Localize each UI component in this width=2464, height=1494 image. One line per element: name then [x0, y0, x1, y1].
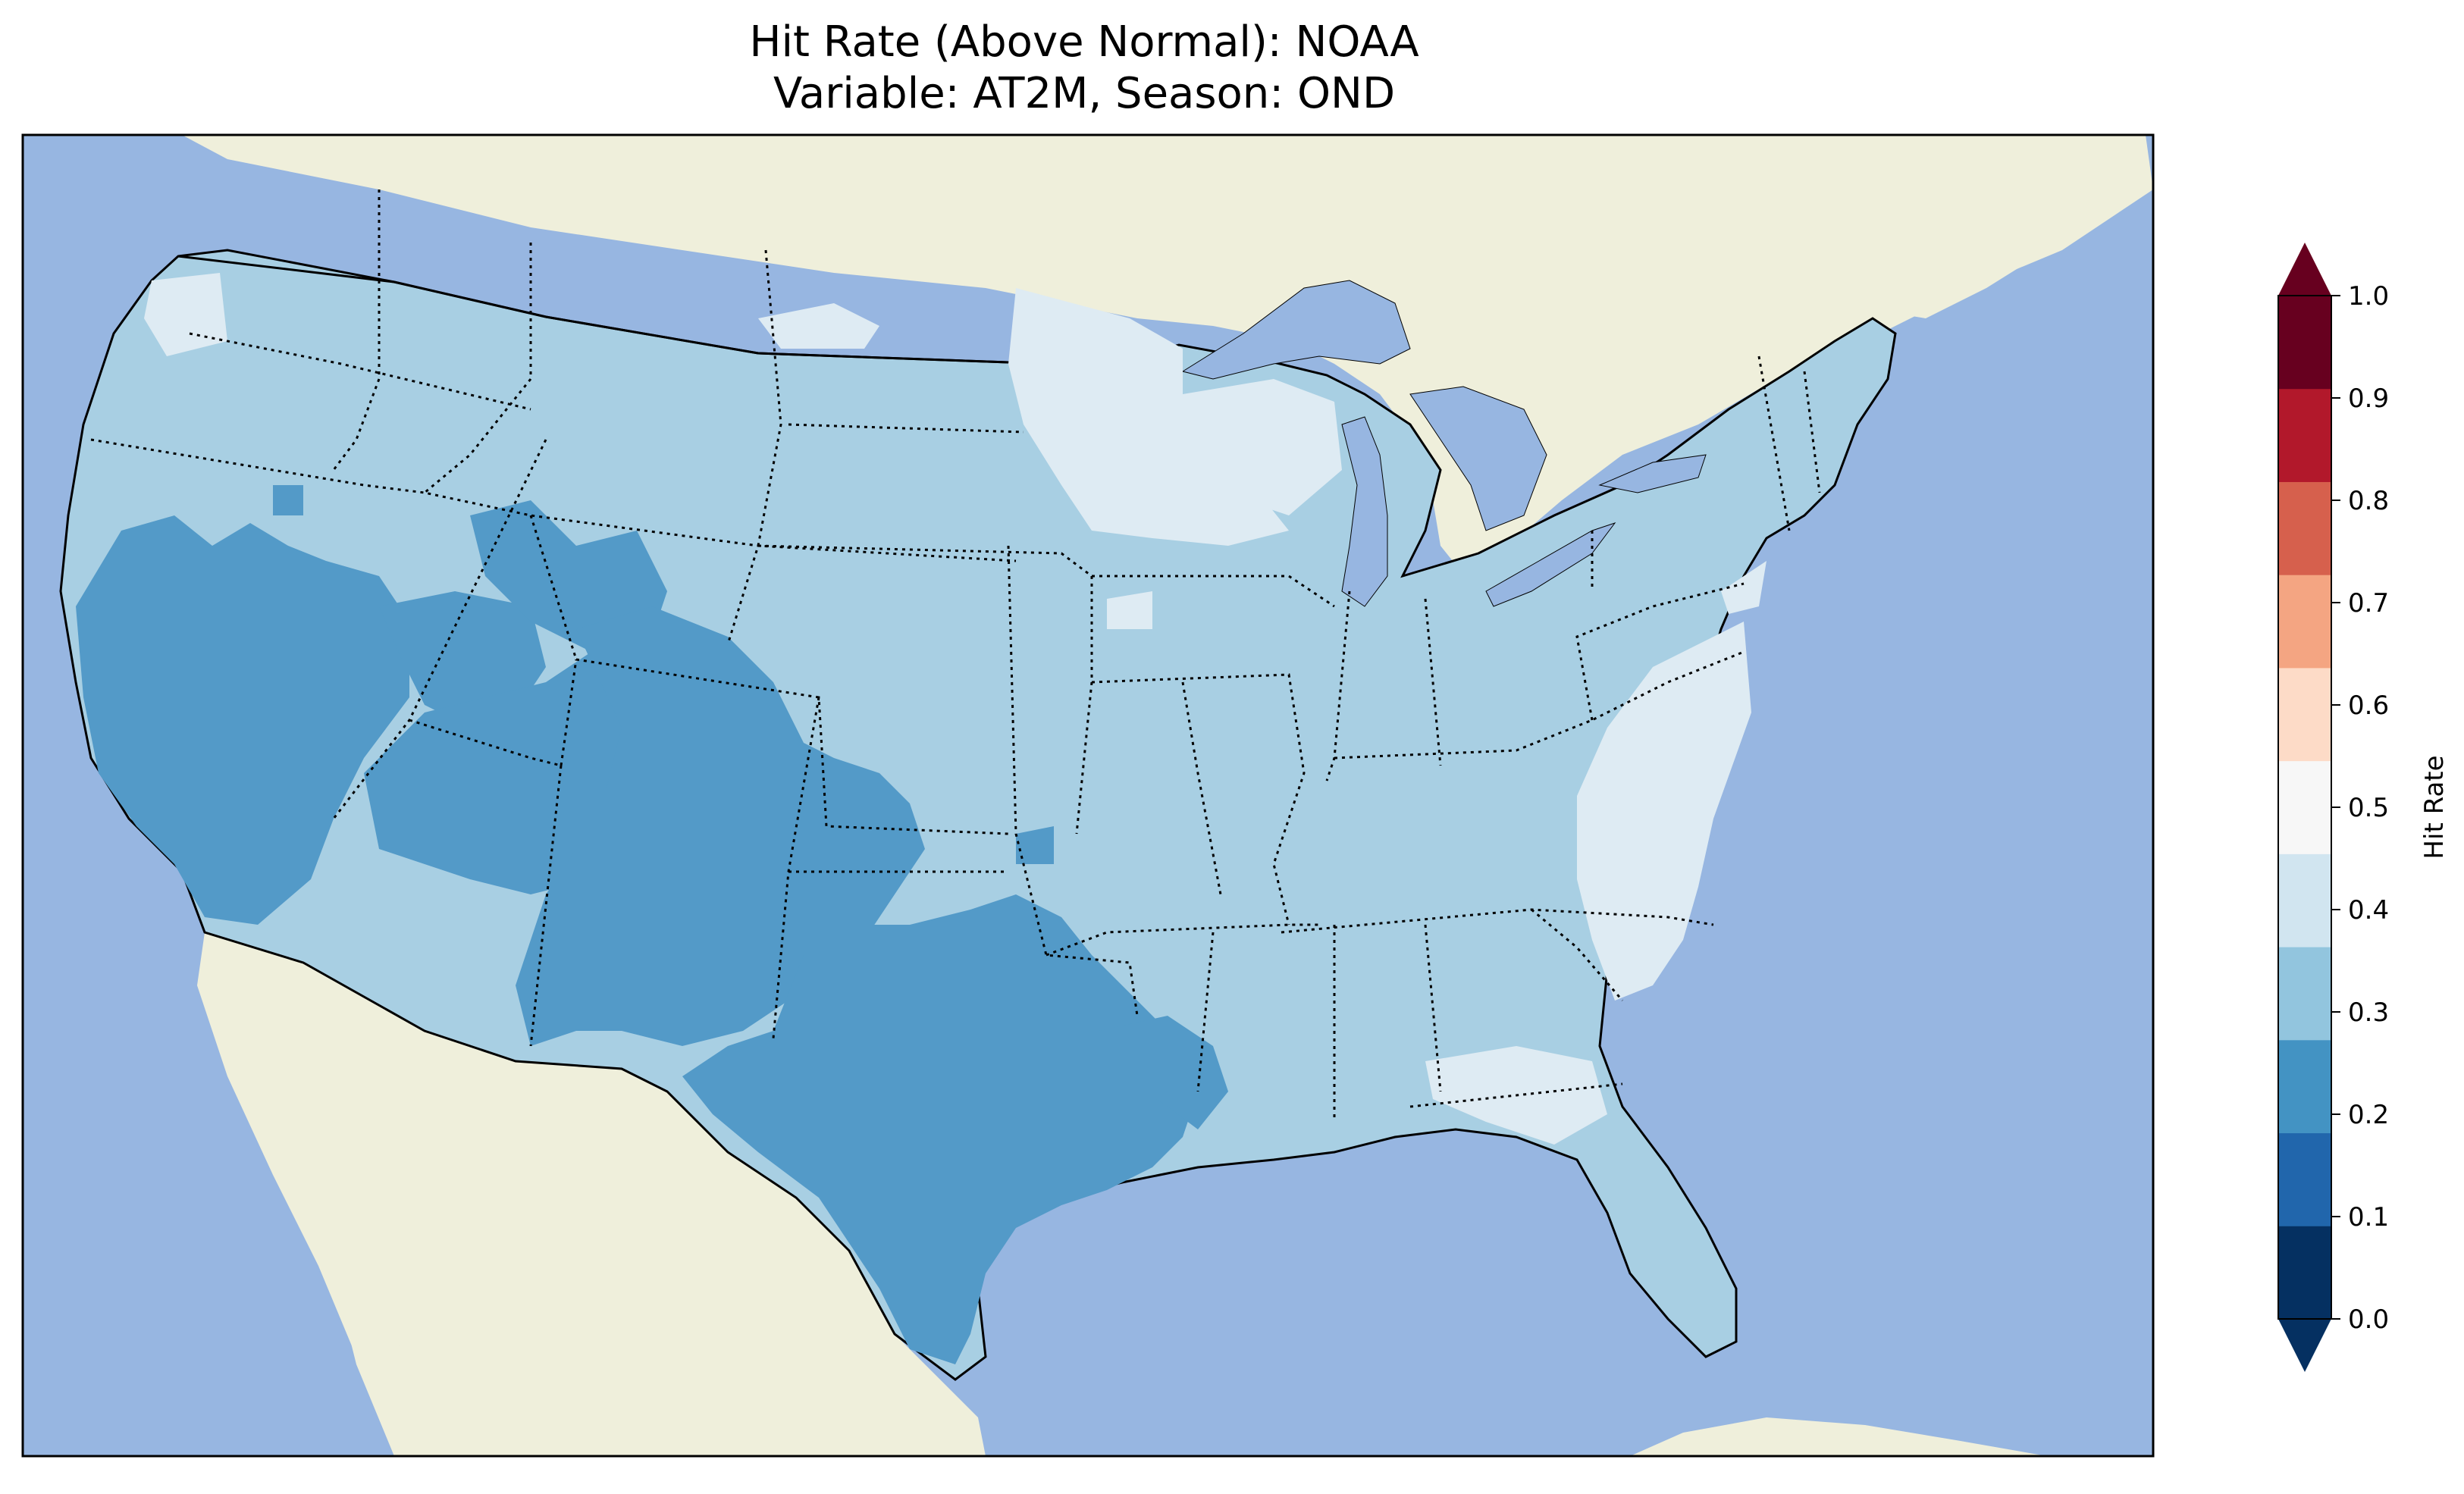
colorbar-tick-label: 0.7 — [2348, 588, 2389, 619]
colorbar-segment — [2278, 760, 2331, 854]
colorbar-segment — [2278, 388, 2331, 482]
colorbar-tick-label: 0.4 — [2348, 895, 2389, 926]
mexico-land — [205, 932, 986, 1456]
colorbar-segment — [2278, 853, 2331, 947]
colorbar-tick-label: 0.1 — [2348, 1202, 2389, 1232]
colorbar-segment — [2278, 296, 2331, 390]
colorbar-ticks: 0.0 0.1 0.2 0.3 0.4 0.5 0.6 0.7 0.8 0.9 1.0 — [2331, 281, 2389, 1335]
canada-border — [177, 255, 1009, 364]
bin-0.4-0.5 — [144, 273, 1766, 1145]
maritimes-land — [1880, 205, 2062, 318]
lake-erie — [1485, 522, 1616, 607]
colorbar-segment — [2278, 575, 2331, 669]
colorbar-under-triangle — [2278, 1319, 2331, 1372]
colorbar-tick-label: 0.2 — [2348, 1100, 2389, 1130]
lake-huron — [1409, 386, 1547, 531]
colorbar-tick-label: 1.0 — [2348, 281, 2389, 312]
baja-land — [197, 932, 425, 1425]
map-frame — [21, 133, 2155, 1458]
lake-superior — [1181, 280, 1411, 380]
state-borders — [90, 189, 1821, 1122]
canada-land — [182, 135, 2153, 584]
colorbar-segment — [2278, 947, 2331, 1041]
colorbar-label: Hit Rate — [2419, 755, 2450, 859]
colorbar-segment — [2278, 1226, 2331, 1320]
colorbar-segments — [2278, 296, 2331, 1320]
colorbar-tick-label: 0.5 — [2348, 793, 2389, 823]
colorbar-segment — [2278, 1132, 2331, 1226]
colorbar-tick-label: 0.3 — [2348, 998, 2389, 1028]
bin-0.2-0.3 — [76, 485, 1228, 1364]
lake-ontario — [1598, 454, 1707, 493]
colorbar-tick-label: 0.0 — [2348, 1305, 2389, 1335]
colorbar-segment — [2278, 481, 2331, 575]
cuba-land — [1630, 1417, 2047, 1456]
colorbar-over-triangle — [2278, 243, 2331, 296]
colorbar-segment — [2278, 667, 2331, 762]
lake-michigan — [1341, 416, 1388, 607]
colorbar-segment — [2278, 1039, 2331, 1134]
colorbar-tick-label: 0.8 — [2348, 486, 2389, 516]
colorbar-tick-label: 0.6 — [2348, 691, 2389, 721]
title-line-1: Hit Rate (Above Normal): NOAA — [749, 17, 1419, 67]
colorbar-tick-label: 0.9 — [2348, 384, 2389, 414]
title-line-2: Variable: AT2M, Season: OND — [773, 69, 1396, 118]
